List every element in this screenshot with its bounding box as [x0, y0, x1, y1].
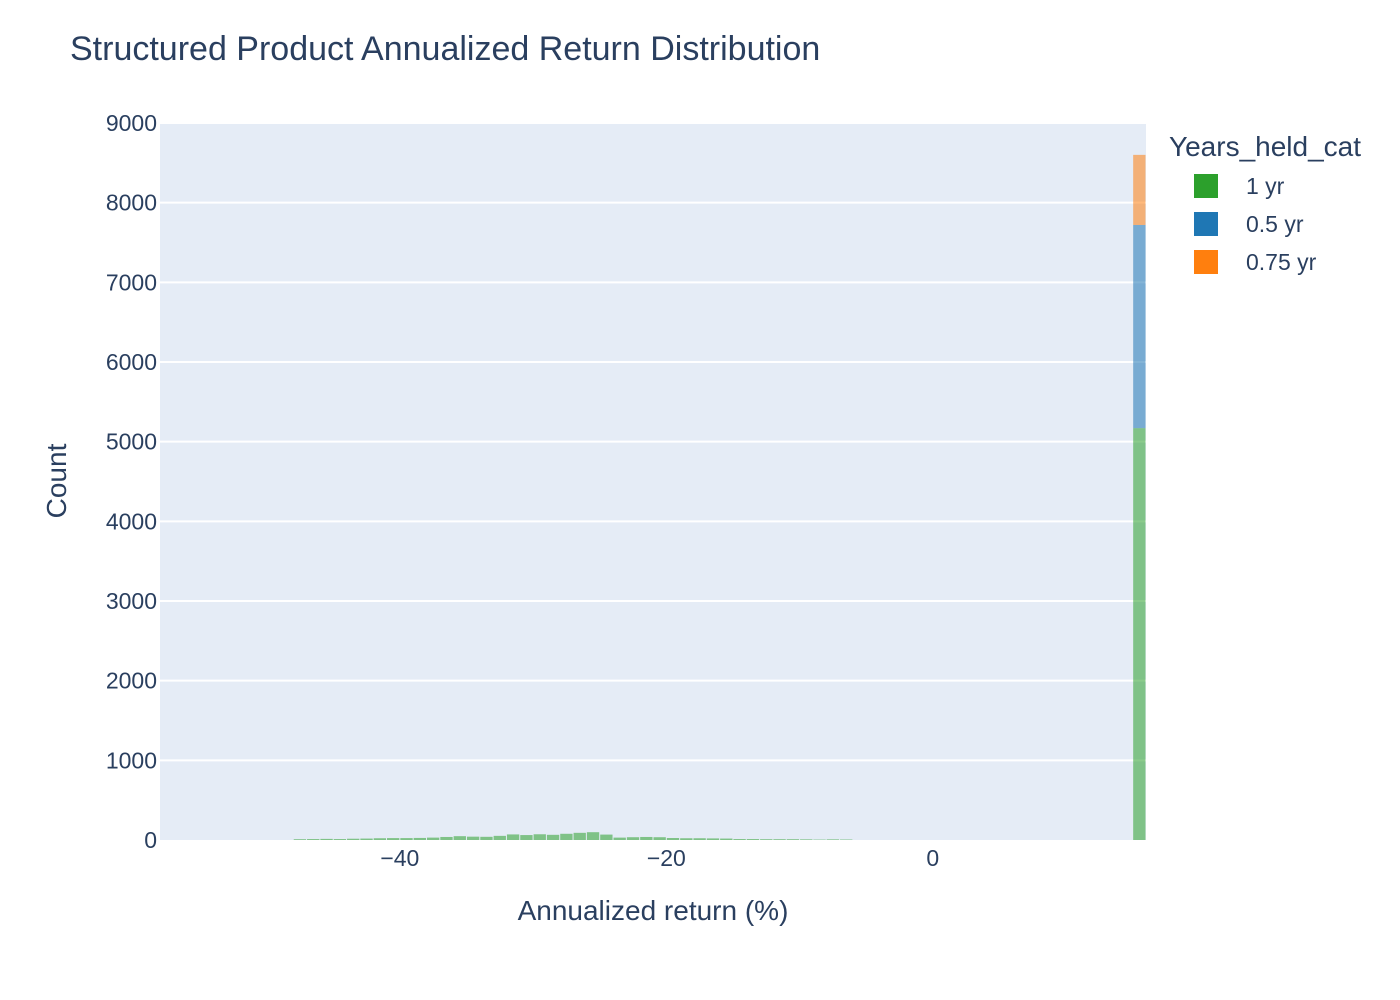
histogram-bar [573, 832, 586, 840]
histogram-bar [307, 839, 320, 840]
histogram-bar [453, 836, 466, 840]
histogram-bar [533, 834, 546, 840]
histogram-bar [1133, 224, 1146, 429]
histogram-bar [320, 838, 333, 840]
histogram-bar [613, 837, 626, 840]
legend-item[interactable]: 1 yr [1194, 173, 1285, 199]
grid-lines [160, 122, 1146, 762]
histogram-bar [560, 833, 573, 840]
x-tick-label: −40 [380, 845, 419, 871]
x-axis-title: Annualized return (%) [518, 895, 789, 926]
legend-label: 1 yr [1246, 173, 1285, 199]
legend-items[interactable]: 1 yr 0.5 yr 0.75 yr [1194, 173, 1317, 275]
histogram-bar [786, 839, 800, 840]
histogram-bar [760, 839, 773, 840]
y-tick-label: 6000 [106, 349, 157, 375]
legend-title: Years_held_cat [1169, 131, 1361, 162]
histogram-bar [360, 838, 373, 840]
histogram-bar [426, 837, 440, 840]
histogram-bar [493, 835, 506, 840]
histogram-bar [480, 836, 493, 840]
y-tick-label: 1000 [106, 747, 157, 773]
histogram-bar [506, 834, 520, 840]
legend-label: 0.5 yr [1246, 211, 1304, 237]
y-tick-label: 2000 [106, 668, 157, 694]
x-axis-ticks: −40 −20 0 [380, 845, 939, 871]
histogram-bar [773, 839, 786, 840]
histogram-bar [653, 837, 666, 840]
histogram-bar [586, 832, 600, 840]
histogram-bar [546, 834, 560, 840]
y-tick-label: 3000 [106, 588, 157, 614]
histogram-bar [800, 839, 813, 840]
legend-label: 0.75 yr [1246, 249, 1317, 275]
y-tick-label: 5000 [106, 429, 157, 455]
y-tick-label: 7000 [106, 269, 157, 295]
y-axis-ticks: 0 1000 2000 3000 4000 5000 6000 7000 8000 9000 [106, 110, 157, 853]
legend-swatch [1194, 212, 1218, 236]
y-tick-label: 8000 [106, 190, 157, 216]
legend[interactable]: Years_held_cat 1 yr 0.5 yr 0.75 yr [1169, 131, 1361, 275]
histogram-bar [1133, 154, 1146, 225]
legend-swatch [1194, 174, 1218, 198]
histogram-bar [333, 839, 347, 840]
histogram-bar [680, 838, 693, 840]
histogram-bar [720, 838, 733, 840]
y-axis-title: Count [41, 443, 72, 518]
y-tick-label: 4000 [106, 508, 157, 534]
histogram-bar [466, 836, 480, 840]
legend-item[interactable]: 0.75 yr [1194, 249, 1317, 275]
histogram-bar [347, 838, 360, 840]
histogram-bar [600, 834, 613, 840]
histogram-bar [640, 836, 653, 840]
histogram-bar [626, 837, 640, 840]
x-tick-label: 0 [926, 845, 939, 871]
histogram-bar [693, 838, 706, 840]
histogram-bar [413, 837, 426, 840]
legend-item[interactable]: 0.5 yr [1194, 211, 1304, 237]
histogram-bar [400, 838, 413, 840]
y-tick-label: 9000 [106, 110, 157, 136]
bars [293, 154, 1146, 840]
plot-area [160, 123, 1146, 840]
histogram-bar [733, 839, 746, 840]
histogram-bar [1133, 428, 1146, 840]
legend-swatch [1194, 250, 1218, 274]
histogram-bar [373, 838, 387, 840]
histogram-bar [387, 838, 400, 840]
histogram-bar [666, 838, 680, 840]
histogram-bar [826, 839, 840, 840]
histogram-bar [293, 839, 307, 840]
x-tick-label: −20 [647, 845, 686, 871]
histogram-bar [706, 838, 720, 840]
y-tick-label: 0 [144, 827, 157, 853]
chart-title: Structured Product Annualized Return Dis… [70, 30, 820, 68]
histogram-bar [520, 835, 533, 840]
histogram-bar [440, 836, 453, 840]
histogram-bar [746, 839, 760, 840]
